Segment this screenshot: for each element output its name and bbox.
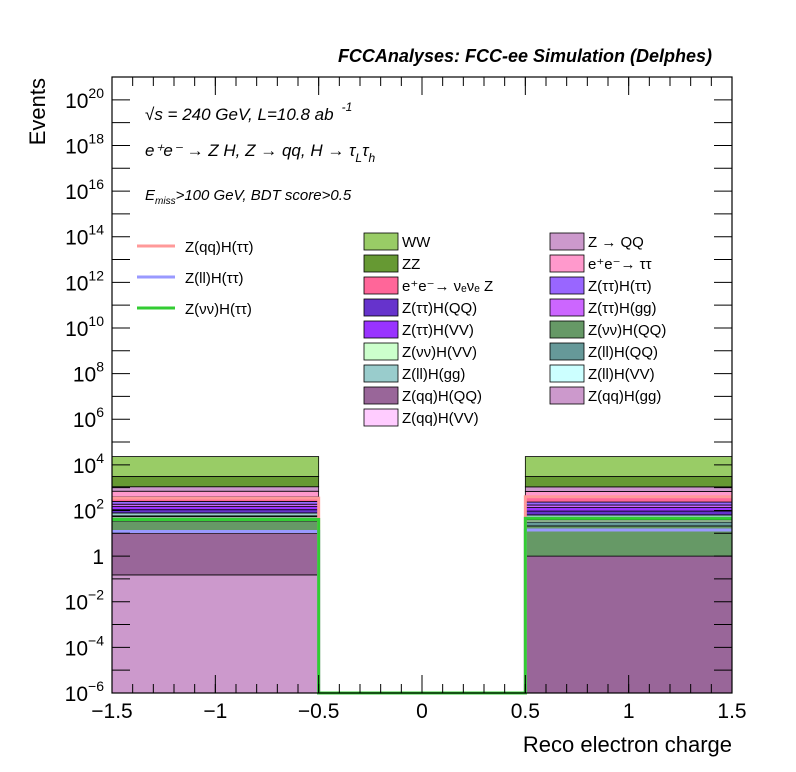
stack-bar-7-bin-1 bbox=[524, 510, 733, 516]
legend-bkg-col1-label: ZZ bbox=[402, 256, 420, 273]
legend-bkg-col2-swatch bbox=[549, 364, 585, 383]
annotation-energy: √s = 240 GeV, L=10.8 ab -1 bbox=[145, 100, 352, 124]
legend-bkg-col2-swatch bbox=[549, 342, 585, 361]
legend-bkg-col2-swatch bbox=[549, 386, 585, 405]
stack-bar-6-bin-0 bbox=[111, 512, 320, 517]
legend-signal-label: Z(ll)H(ττ) bbox=[185, 270, 244, 287]
y-tick-label: 10−2 bbox=[65, 587, 105, 615]
legend-bkg-col1-swatch bbox=[363, 232, 399, 251]
legend-bkg-col2-swatch bbox=[549, 254, 585, 273]
y-tick-label: 10−4 bbox=[65, 632, 105, 660]
legend-bkg-col1-label: Z(ττ)H(QQ) bbox=[402, 300, 477, 317]
x-tick-label: 1 bbox=[623, 700, 635, 723]
legend-bkg-col1-label: Z(qq)H(QQ) bbox=[402, 388, 482, 405]
stack-bar-8-bin-0 bbox=[111, 506, 320, 511]
legend-bkg-col1-swatch bbox=[363, 320, 399, 339]
legend-bkg-col2-label: e⁺e⁻→ ττ bbox=[588, 256, 652, 273]
legend-bkg-col1-label: Z(qq)H(VV) bbox=[402, 410, 479, 427]
legend-bkg-col1-swatch bbox=[363, 386, 399, 405]
x-tick-label: 0 bbox=[416, 700, 428, 723]
x-tick-label: 0.5 bbox=[511, 700, 540, 723]
stack-bar-10-bin-1 bbox=[524, 501, 733, 506]
legend-bkg-col1-swatch bbox=[363, 342, 399, 361]
stack-bar-13-bin-0 bbox=[111, 486, 320, 492]
stack-bar-7-bin-0 bbox=[111, 509, 320, 514]
y-tick-label: 1014 bbox=[65, 222, 104, 250]
y-tick-label: 1018 bbox=[65, 130, 104, 158]
stack-bar-15-bin-0 bbox=[111, 456, 320, 477]
stack-bar-8-bin-1 bbox=[524, 507, 733, 512]
y-tick-label: 1012 bbox=[65, 267, 104, 295]
x-axis-label: Reco electron charge bbox=[523, 732, 732, 757]
y-tick-label: 1020 bbox=[65, 85, 104, 113]
legend-bkg-col1-swatch bbox=[363, 364, 399, 383]
stack-bar-3-bin-1 bbox=[524, 521, 733, 527]
stack-bar-1-bin-1 bbox=[524, 555, 733, 694]
legend-bkg-col2-label: Z(ll)H(VV) bbox=[588, 366, 655, 383]
x-tick-label: −1 bbox=[203, 700, 227, 723]
legend-bkg-col2-label: Z(qq)H(gg) bbox=[588, 388, 661, 405]
legend-bkg-col1-swatch bbox=[363, 254, 399, 273]
legend-bkg-col1-label: Z(ττ)H(VV) bbox=[402, 322, 474, 339]
y-axis-label: Events bbox=[25, 78, 50, 145]
legend-bkg-col2-label: Z(ll)H(QQ) bbox=[588, 344, 658, 361]
legend-signal-label: Z(qq)H(ττ) bbox=[185, 239, 254, 256]
legend-bkg-col2-label: Z(νν)H(QQ) bbox=[588, 322, 666, 339]
x-tick-label: −0.5 bbox=[298, 700, 339, 723]
legend-bkg-col1-swatch bbox=[363, 408, 399, 427]
annotation-process: e⁺e⁻ → Z H, Z → qq, H → τLτh bbox=[145, 141, 375, 165]
legend-bkg-col1-label: WW bbox=[402, 234, 431, 251]
legend-bkg-col1-swatch bbox=[363, 276, 399, 295]
chart-title: FCCAnalyses: FCC-ee Simulation (Delphes) bbox=[338, 46, 712, 66]
legend-bkg-col2-label: Z → QQ bbox=[588, 234, 644, 251]
x-tick-label: −1.5 bbox=[91, 700, 132, 723]
stack-bar-13-bin-1 bbox=[524, 486, 733, 492]
legend-bkg-col2-label: Z(ττ)H(gg) bbox=[588, 300, 657, 317]
x-tick-label: 1.5 bbox=[717, 700, 746, 723]
legend-bkg-col1-label: Z(νν)H(VV) bbox=[402, 344, 477, 361]
y-tick-label: 102 bbox=[73, 495, 104, 523]
legend-bkg-col2-swatch bbox=[549, 298, 585, 317]
y-tick-label: 1016 bbox=[65, 176, 104, 204]
y-tick-label: 1010 bbox=[65, 313, 104, 341]
stack-bar-14-bin-0 bbox=[111, 476, 320, 488]
legend-bkg-col1-label: e⁺e⁻→ νₑνₑ Z bbox=[402, 278, 493, 295]
legend-bkg-col2-swatch bbox=[549, 276, 585, 295]
stack-bar-0-bin-0 bbox=[111, 574, 320, 694]
plot-area: −1.5 −1 −0.5 0 0.5 1 1.5 10−6 10−4 10−2 1 102 104 106… bbox=[65, 76, 747, 723]
y-tick-label: 106 bbox=[73, 404, 104, 432]
y-tick-label: 104 bbox=[73, 450, 104, 478]
stack-bar-10-bin-0 bbox=[111, 501, 320, 505]
stack-bar-14-bin-1 bbox=[524, 476, 733, 488]
legend-signal-label: Z(νν)H(ττ) bbox=[185, 301, 252, 318]
legend-bkg-col1-label: Z(ll)H(gg) bbox=[402, 366, 465, 383]
annotation-cuts: Emiss>100 GeV, BDT score>0.5 bbox=[145, 187, 352, 207]
stack-bar-12-bin-0 bbox=[111, 490, 320, 498]
stack-bar-1-bin-0 bbox=[111, 532, 320, 576]
y-tick-label: 1 bbox=[92, 546, 104, 569]
legend-bkg-col2-swatch bbox=[549, 320, 585, 339]
legend-bkg-col2-label: Z(ττ)H(ττ) bbox=[588, 278, 652, 295]
y-tick-label: 10−6 bbox=[65, 678, 105, 706]
legend-bkg-col2-swatch bbox=[549, 232, 585, 251]
y-tick-label: 108 bbox=[73, 359, 104, 387]
legend-bkg-col1-swatch bbox=[363, 298, 399, 317]
stack-bar-15-bin-1 bbox=[524, 456, 733, 477]
